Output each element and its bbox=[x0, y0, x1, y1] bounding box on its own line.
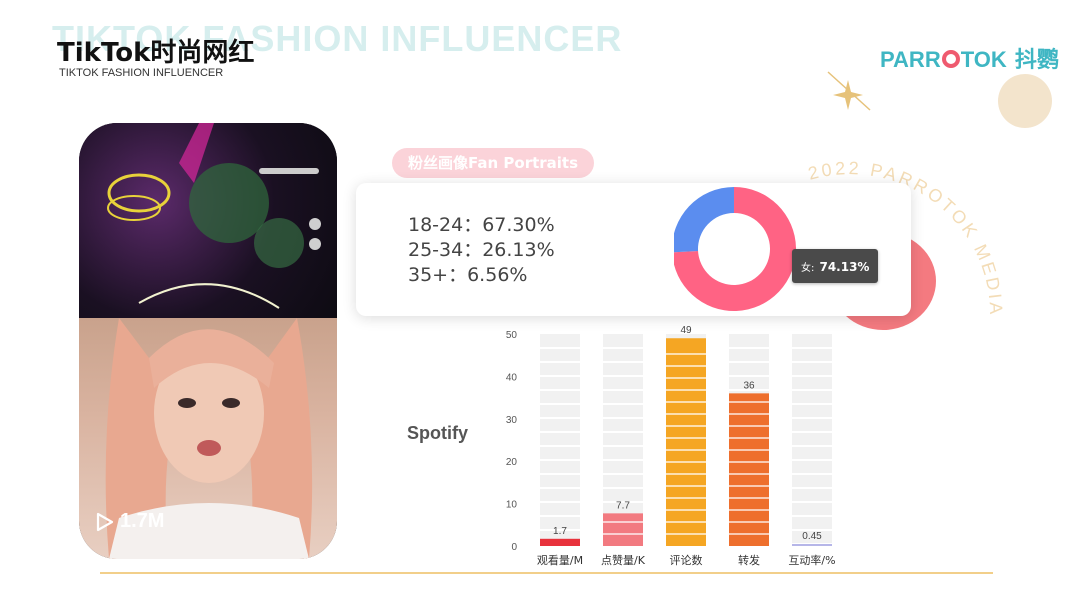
sparkle-icon bbox=[827, 71, 871, 111]
bar-background bbox=[540, 334, 580, 546]
person-silhouette bbox=[105, 318, 313, 559]
platform-label: Spotify bbox=[407, 423, 468, 443]
y-tick-label: 40 bbox=[506, 372, 518, 383]
bar-value-label: 7.7 bbox=[616, 500, 630, 511]
video-game-scene bbox=[79, 123, 337, 318]
x-category-label: 互动率/% bbox=[788, 553, 835, 567]
donut-slice-female[interactable] bbox=[674, 187, 796, 311]
bar-value-label: 49 bbox=[680, 325, 692, 336]
view-count-value: 1.7M bbox=[120, 510, 165, 532]
donut-tooltip-label: 女: bbox=[801, 263, 815, 274]
bar-background bbox=[792, 334, 832, 546]
bar-background bbox=[603, 334, 643, 546]
game-scene-art bbox=[107, 123, 321, 309]
brand-logo: PARR TOK 抖鹦 bbox=[880, 42, 1059, 74]
bar-3[interactable] bbox=[729, 393, 769, 546]
logo-text-post: TOK bbox=[960, 47, 1007, 72]
logo-text-cn: 抖鹦 bbox=[1014, 48, 1059, 73]
logo-text-pre: PARR bbox=[880, 47, 941, 72]
donut-tooltip: 女: 74.13% bbox=[792, 249, 879, 283]
y-tick-label: 50 bbox=[506, 330, 518, 341]
bar-1[interactable] bbox=[603, 513, 643, 546]
x-category-label: 转发 bbox=[738, 553, 760, 567]
y-tick-label: 30 bbox=[506, 415, 518, 426]
engagement-bar-chart: 0 10 20 30 40 50 1.7 观看量/M 7.7 点赞量/K 49 评论数 36 转发 0.4… bbox=[506, 325, 836, 567]
background-watermark: TIKTOK FASHION INFLUENCER bbox=[52, 18, 623, 59]
donut-tooltip-value: 74.13% bbox=[819, 260, 870, 274]
bar-0[interactable] bbox=[540, 538, 580, 546]
age-group-25-34: 25-34：26.13% bbox=[408, 239, 555, 261]
video-thumbnail[interactable] bbox=[79, 123, 337, 559]
bar-4[interactable] bbox=[792, 544, 832, 546]
video-person-scene bbox=[79, 318, 337, 559]
x-category-label: 点赞量/K bbox=[601, 554, 646, 567]
age-group-35-plus: 35+：6.56% bbox=[408, 264, 528, 286]
gender-donut-chart bbox=[674, 187, 796, 311]
play-icon bbox=[96, 512, 114, 531]
bar-2[interactable] bbox=[666, 338, 706, 546]
y-tick-label: 20 bbox=[506, 457, 518, 468]
view-count: 1.7M bbox=[96, 510, 164, 533]
age-distribution-list: 18-24：67.30% 25-34：26.13% 35+：6.56% bbox=[408, 213, 555, 288]
age-group-18-24: 18-24：67.30% bbox=[408, 214, 555, 236]
y-tick-label: 0 bbox=[511, 542, 517, 553]
x-category-label: 观看量/M bbox=[537, 553, 583, 567]
bar-value-label: 1.7 bbox=[553, 526, 567, 537]
page-title: TikTok时尚网红 bbox=[57, 38, 255, 68]
bar-value-label: 36 bbox=[743, 380, 755, 391]
fan-portraits-card: 18-24：67.30% 25-34：26.13% 35+：6.56% 女: 7… bbox=[356, 183, 911, 316]
fan-portraits-tag: 粉丝画像Fan Portraits bbox=[392, 148, 595, 178]
y-tick-label: 10 bbox=[506, 500, 518, 511]
logo-o-ring-icon bbox=[941, 50, 960, 68]
bottom-divider bbox=[100, 572, 993, 574]
donut-slice-male[interactable] bbox=[674, 187, 734, 253]
x-category-label: 评论数 bbox=[670, 553, 703, 567]
page-subtitle: TIKTOK FASHION INFLUENCER bbox=[59, 67, 224, 79]
decor-circle-tan bbox=[998, 74, 1052, 128]
bar-value-label: 0.45 bbox=[802, 531, 822, 542]
